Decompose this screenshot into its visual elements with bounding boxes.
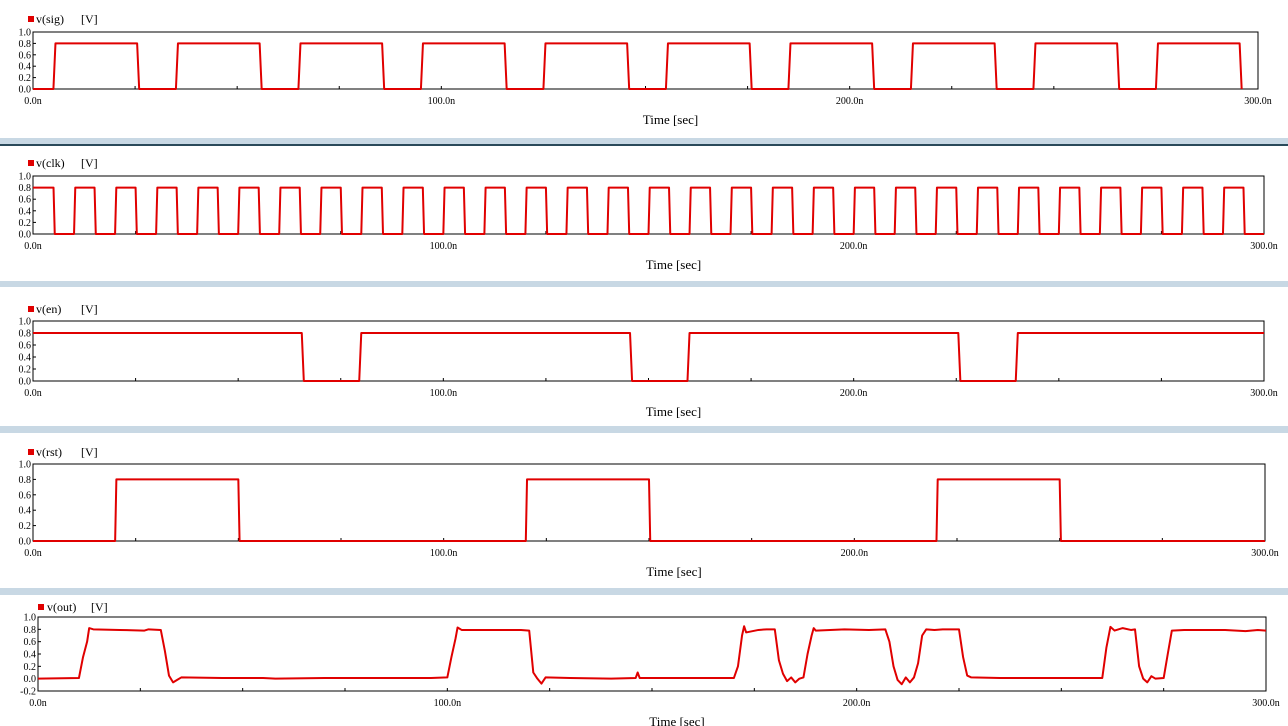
trace-vclk xyxy=(33,186,1264,235)
x-tick-label: 200.0n xyxy=(840,388,868,399)
panel-separator[interactable] xyxy=(0,426,1288,433)
y-tick-label: 0.4 xyxy=(19,206,32,217)
trace-ven xyxy=(33,332,1264,382)
legend-unit: [V] xyxy=(81,12,98,26)
legend-swatch xyxy=(28,16,34,22)
legend-label: v(rst) xyxy=(36,445,62,459)
y-tick-label: 0.0 xyxy=(19,85,32,96)
plot-area xyxy=(37,616,1267,692)
x-tick-label: 300.0n xyxy=(1251,548,1279,559)
legend-label: v(clk) xyxy=(36,156,65,170)
x-tick-label: 200.0n xyxy=(841,548,869,559)
x-tick-label: 200.0n xyxy=(843,698,871,709)
y-tick-label: 1.0 xyxy=(19,460,32,471)
y-tick-label: 0.6 xyxy=(19,195,32,206)
x-axis-label: Time [sec] xyxy=(646,564,702,579)
x-tick-label: 0.0n xyxy=(24,241,42,252)
y-tick-label: 0.6 xyxy=(19,490,32,501)
y-tick-label: 0.0 xyxy=(19,537,32,548)
x-tick-label: 0.0n xyxy=(24,548,42,559)
y-tick-label: 0.8 xyxy=(19,39,32,50)
x-axis-label: Time [sec] xyxy=(643,112,699,127)
y-tick-label: 0.8 xyxy=(24,625,37,636)
y-tick-label: 1.0 xyxy=(19,172,32,183)
legend-swatch xyxy=(28,449,34,455)
panel-vrst: v(rst) [V] 0.0 0.2 0.4 0.6 0.8 1.0 0.0n 100.0n 200… xyxy=(19,445,1279,579)
y-tick-label: 0.6 xyxy=(19,50,32,61)
y-tick-label: 0.8 xyxy=(19,183,32,194)
trace-vrst xyxy=(33,478,1265,542)
y-tick-label: 0.4 xyxy=(19,353,32,364)
x-tick-label: 0.0n xyxy=(29,698,47,709)
legend-swatch xyxy=(38,604,44,610)
y-tick-label: 1.0 xyxy=(24,613,37,624)
x-tick-label: 0.0n xyxy=(24,388,42,399)
x-tick-label: 0.0n xyxy=(24,96,42,107)
trace-vsig xyxy=(33,42,1243,90)
y-tick-label: 1.0 xyxy=(19,317,32,328)
x-tick-label: 200.0n xyxy=(840,241,868,252)
legend-unit: [V] xyxy=(91,600,108,614)
x-axis-label: Time [sec] xyxy=(646,257,702,272)
y-tick-label: 0.2 xyxy=(19,521,32,532)
y-tick-label: 0.8 xyxy=(19,329,32,340)
legend-unit: [V] xyxy=(81,156,98,170)
plot-area xyxy=(32,31,1259,90)
x-tick-label: 100.0n xyxy=(430,548,458,559)
x-tick-label: 300.0n xyxy=(1244,96,1272,107)
panel-vsig: v(sig) [V] 0.00.20.40.60.81.0 0.0n 100.0n 200… xyxy=(19,12,1272,127)
x-tick-label: 300.0n xyxy=(1250,388,1278,399)
legend-swatch xyxy=(28,306,34,312)
x-tick-label: 100.0n xyxy=(434,698,462,709)
panel-vclk: v(clk) [V] 0.00.20.40.60.81.0 0.0n 100.0n 200… xyxy=(19,156,1278,272)
x-tick-label: 100.0n xyxy=(428,96,456,107)
y-tick-label: 0.6 xyxy=(24,637,37,648)
x-axis-label: Time [sec] xyxy=(646,404,702,419)
panel-separator[interactable] xyxy=(0,281,1288,287)
plot-area xyxy=(32,320,1265,382)
legend-swatch xyxy=(28,160,34,166)
y-tick-label: 0.2 xyxy=(19,218,32,229)
x-tick-label: 300.0n xyxy=(1250,241,1278,252)
x-tick-label: 300.0n xyxy=(1252,698,1280,709)
y-tick-label: -0.2 xyxy=(20,687,36,698)
panel-vout: v(out) [V] -0.2 0.00.20.4 0.60.81.0 0.0n 100.0… xyxy=(20,600,1280,726)
panel-separator-edge xyxy=(0,144,1288,146)
panel-separator[interactable] xyxy=(0,138,1288,146)
y-tick-label: 0.0 xyxy=(24,674,37,685)
legend-unit: [V] xyxy=(81,445,98,459)
panel-separator[interactable] xyxy=(0,588,1288,595)
legend-label: v(out) xyxy=(47,600,76,614)
legend-unit: [V] xyxy=(81,302,98,316)
x-tick-label: 200.0n xyxy=(836,96,864,107)
y-tick-label: 0.0 xyxy=(19,377,32,388)
y-tick-label: 0.4 xyxy=(24,650,37,661)
panel-ven: v(en) [V] 0.00.20.40.60.81.0 0.0n 100.0n 200.… xyxy=(19,302,1278,419)
y-tick-label: 0.0 xyxy=(19,230,32,241)
y-tick-label: 0.4 xyxy=(19,62,32,73)
trace-vout xyxy=(37,625,1267,686)
legend-label: v(en) xyxy=(36,302,61,316)
x-axis-label: Time [sec] xyxy=(649,714,705,726)
x-tick-label: 100.0n xyxy=(430,241,458,252)
y-tick-label: 1.0 xyxy=(19,28,32,39)
y-tick-label: 0.2 xyxy=(19,365,32,376)
y-tick-label: 0.6 xyxy=(19,341,32,352)
legend-label: v(sig) xyxy=(36,12,64,26)
x-tick-label: 100.0n xyxy=(430,388,458,399)
y-tick-label: 0.2 xyxy=(19,73,32,84)
y-tick-label: 0.8 xyxy=(19,475,32,486)
y-tick-label: 0.4 xyxy=(19,506,32,517)
y-tick-label: 0.2 xyxy=(24,662,37,673)
